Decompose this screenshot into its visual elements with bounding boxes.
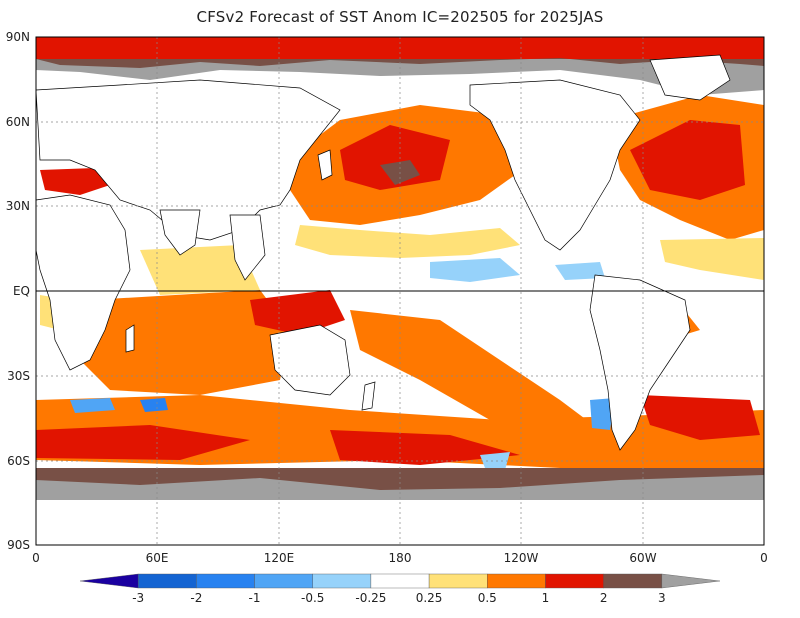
australia bbox=[269, 324, 351, 396]
map-frame bbox=[35, 36, 765, 546]
eastern-pacific-cool-patch bbox=[555, 262, 605, 280]
colorbar-tick-label: -0.25 bbox=[355, 591, 386, 605]
lat-label: 60N bbox=[6, 115, 30, 129]
lon-label: 180 bbox=[389, 551, 412, 565]
lon-label: 0 bbox=[32, 551, 40, 565]
colorbar-segment bbox=[487, 573, 546, 589]
colorbar-segment bbox=[603, 573, 663, 589]
lat-label: 90S bbox=[7, 538, 30, 552]
south-pacific-cool-patch bbox=[480, 452, 510, 470]
mediterranean-warm bbox=[40, 168, 110, 195]
colorbar: -3 -2 -1 -0.5 -0.25 0.25 0.5 1 2 3 bbox=[79, 573, 721, 605]
lon-label: 60E bbox=[146, 551, 169, 565]
north-america bbox=[469, 79, 641, 251]
lat-label: 30S bbox=[7, 369, 30, 383]
colorbar-segment bbox=[661, 573, 721, 589]
colorbar-tick-label: 0.5 bbox=[478, 591, 497, 605]
north-atlantic-strong-warm bbox=[630, 120, 745, 200]
colorbar-segment bbox=[312, 573, 372, 589]
south-indian-cool-patch-2 bbox=[140, 398, 168, 412]
colorbar-tick-label: 1 bbox=[542, 591, 550, 605]
lat-label: 30N bbox=[6, 199, 30, 213]
eurasia bbox=[36, 79, 341, 241]
continents bbox=[36, 54, 731, 451]
tropical-atlantic-mild bbox=[660, 238, 764, 280]
maritime-continent-warm bbox=[250, 290, 345, 335]
longitude-labels: 0 60E 120E 180 120W 60W 0 bbox=[32, 551, 768, 565]
map-grid bbox=[36, 37, 764, 545]
southeast-asia bbox=[229, 214, 266, 281]
colorbar-segment bbox=[254, 573, 313, 589]
colorbar-segment bbox=[79, 573, 139, 589]
tropical-pacific-cool-patch bbox=[430, 258, 520, 282]
colorbar-tick-label: 0.25 bbox=[416, 591, 443, 605]
colorbar-segment bbox=[370, 573, 430, 589]
lat-label: 90N bbox=[6, 30, 30, 44]
argentine-cool-patch bbox=[590, 398, 615, 430]
indian-ocean-warm bbox=[70, 290, 290, 395]
lat-label: 60S bbox=[7, 454, 30, 468]
colorbar-tick-label: -0.5 bbox=[301, 591, 324, 605]
colorbar-segment bbox=[428, 573, 488, 589]
south-indian-cool-patch bbox=[70, 398, 115, 413]
colorbar-tick-label: -2 bbox=[190, 591, 202, 605]
north-indian-mild bbox=[140, 245, 260, 295]
lon-label: 120E bbox=[264, 551, 295, 565]
north-pacific-strong-warm bbox=[340, 125, 450, 190]
madagascar bbox=[125, 324, 135, 353]
lon-label: 120W bbox=[504, 551, 539, 565]
india bbox=[159, 209, 201, 256]
latitude-labels: 90N 60N 30N EQ 30S 60S 90S bbox=[6, 30, 30, 552]
south-pacific-warm bbox=[350, 310, 600, 445]
map-title: CFSv2 Forecast of SST Anom IC=202505 for… bbox=[196, 8, 604, 26]
africa bbox=[36, 194, 131, 371]
colorbar-tick-label: 3 bbox=[658, 591, 666, 605]
south-america bbox=[589, 274, 691, 451]
lon-label: 60W bbox=[629, 551, 656, 565]
colorbar-segment bbox=[137, 573, 197, 589]
colorbar-segment bbox=[545, 573, 604, 589]
colorbar-tick-label: -1 bbox=[249, 591, 261, 605]
subtropical-pacific-mild bbox=[295, 225, 520, 258]
colorbar-tick-label: -3 bbox=[132, 591, 144, 605]
southern-ocean-strong-warm-west bbox=[36, 425, 250, 460]
southern-ocean-strong-warm-central bbox=[330, 430, 520, 465]
lon-label: 0 bbox=[760, 551, 768, 565]
arctic-sea-ice bbox=[36, 59, 764, 95]
lat-label: EQ bbox=[13, 284, 30, 298]
greenland bbox=[649, 54, 731, 101]
colorbar-tick-label: 2 bbox=[600, 591, 608, 605]
japan bbox=[317, 149, 333, 181]
new-zealand bbox=[361, 381, 376, 411]
south-atlantic-strong-warm bbox=[640, 395, 760, 440]
colorbar-segment bbox=[196, 573, 255, 589]
map-plot-area bbox=[36, 37, 764, 545]
